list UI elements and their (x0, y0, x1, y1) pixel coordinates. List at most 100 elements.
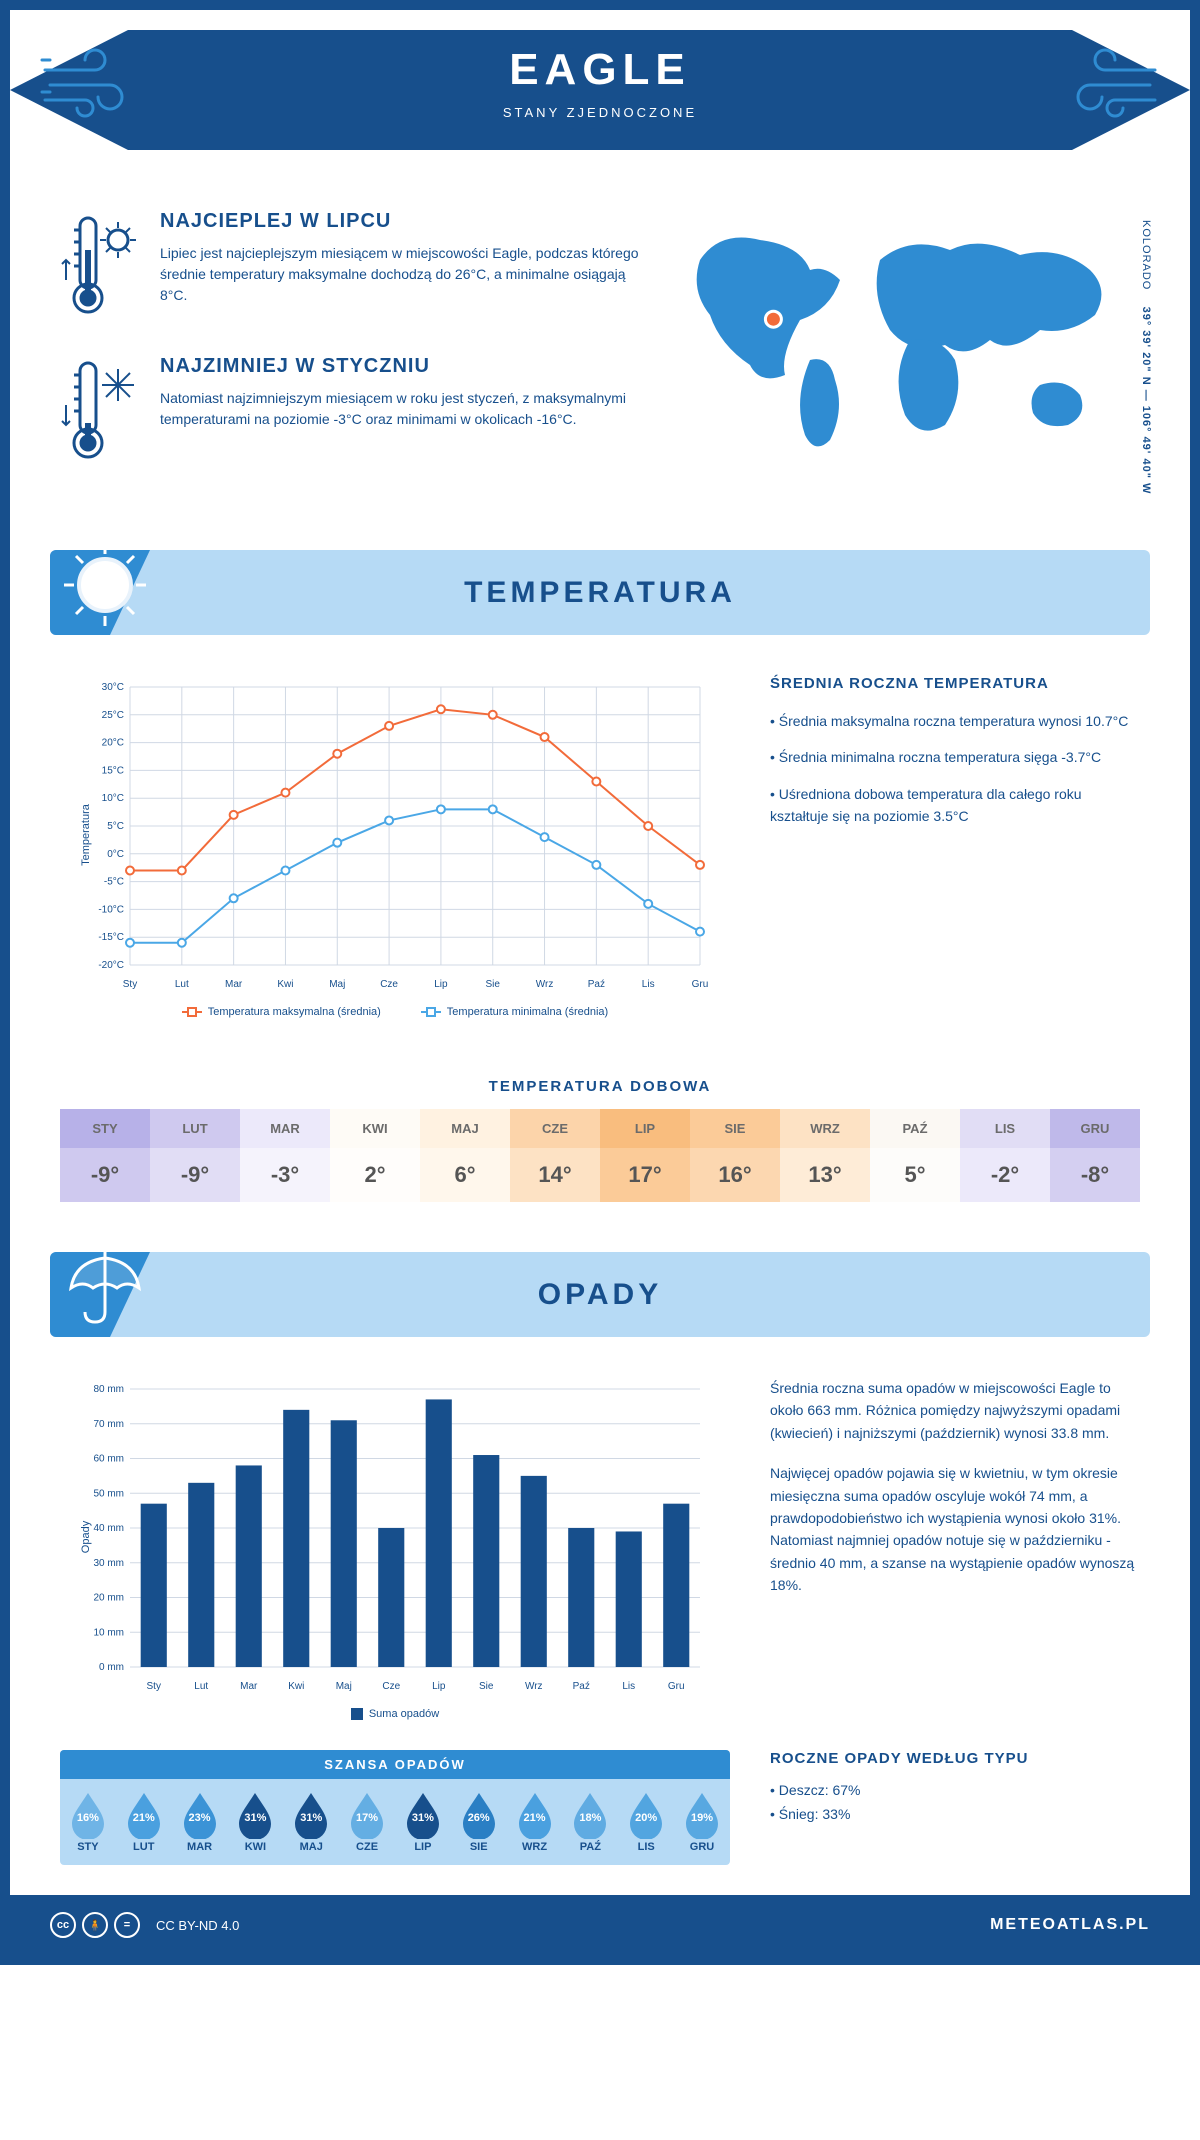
daily-cell: LIS-2° (960, 1109, 1050, 1202)
precipitation-chance-table: SZANSA OPADÓW 16% STY 21% LUT 23% MAR 31… (60, 1750, 730, 1865)
section-title: OPADY (538, 1278, 662, 1312)
svg-text:Gru: Gru (692, 979, 709, 990)
chance-cell: 31% MAJ (283, 1779, 339, 1859)
hottest-title: NAJCIEPLEJ W LIPCU (160, 210, 640, 233)
raindrop-icon: 31% (292, 1791, 330, 1839)
svg-text:Opady: Opady (80, 1520, 92, 1553)
license-label: CC BY-ND 4.0 (156, 1918, 239, 1933)
precip-summary-p2: Najwięcej opadów pojawia się w kwietniu,… (770, 1462, 1140, 1596)
sun-icon (60, 540, 150, 630)
raindrop-icon: 21% (516, 1791, 554, 1839)
thermometer-snow-icon (60, 355, 140, 465)
svg-text:40 mm: 40 mm (93, 1523, 124, 1534)
svg-text:0 mm: 0 mm (99, 1662, 124, 1673)
chance-cell: 31% KWI (227, 1779, 283, 1859)
svg-text:Sty: Sty (147, 1681, 161, 1692)
daily-cell: STY-9° (60, 1109, 150, 1202)
raindrop-icon: 31% (236, 1791, 274, 1839)
svg-text:30 mm: 30 mm (93, 1558, 124, 1569)
cc-icon: cc (50, 1912, 76, 1938)
nd-icon: = (114, 1912, 140, 1938)
temp-summary-title: ŚREDNIA ROCZNA TEMPERATURA (770, 675, 1140, 692)
page-subtitle: STANY ZJEDNOCZONE (10, 105, 1190, 120)
daily-cell: LUT-9° (150, 1109, 240, 1202)
daily-cell: MAR-3° (240, 1109, 330, 1202)
daily-cell: MAJ6° (420, 1109, 510, 1202)
svg-text:Sty: Sty (123, 979, 137, 990)
precipitation-bar-chart: 0 mm10 mm20 mm30 mm40 mm50 mm60 mm70 mm8… (60, 1377, 730, 1720)
by-type-line: • Śnieg: 33% (770, 1803, 1140, 1827)
coldest-title: NAJZIMNIEJ W STYCZNIU (160, 355, 640, 378)
by-type-title: ROCZNE OPADY WEDŁUG TYPU (770, 1750, 1140, 1767)
raindrop-icon: 19% (683, 1791, 721, 1839)
map-marker-icon (765, 311, 781, 327)
coords-label: 39° 39' 20" N — 106° 49' 40" W (1140, 307, 1152, 495)
svg-text:Lis: Lis (642, 979, 655, 990)
legend-label: Suma opadów (369, 1708, 439, 1720)
world-map: KOLORADO 39° 39' 20" N — 106° 49' 40" W (670, 210, 1140, 500)
hottest-block: NAJCIEPLEJ W LIPCU Lipiec jest najcieple… (60, 210, 640, 320)
daily-cell: WRZ13° (780, 1109, 870, 1202)
footer-brand: METEOATLAS.PL (990, 1916, 1150, 1934)
header: EAGLE STANY ZJEDNOCZONE (10, 10, 1190, 180)
svg-text:Paź: Paź (588, 979, 605, 990)
chance-cell: 23% MAR (172, 1779, 228, 1859)
svg-text:Sie: Sie (479, 1681, 494, 1692)
hottest-body: Lipiec jest najcieplejszym miesiącem w m… (160, 243, 640, 306)
svg-text:Mar: Mar (240, 1681, 258, 1692)
section-title: TEMPERATURA (464, 576, 736, 610)
svg-text:15°C: 15°C (102, 765, 124, 776)
svg-text:80 mm: 80 mm (93, 1384, 124, 1395)
svg-text:Sie: Sie (486, 979, 501, 990)
raindrop-icon: 26% (460, 1791, 498, 1839)
svg-text:20 mm: 20 mm (93, 1593, 124, 1604)
chance-cell: 16% STY (60, 1779, 116, 1859)
svg-text:Lip: Lip (434, 979, 448, 990)
svg-text:Kwi: Kwi (288, 1681, 304, 1692)
svg-text:Gru: Gru (668, 1681, 685, 1692)
svg-text:Maj: Maj (329, 979, 345, 990)
chance-cell: 21% WRZ (507, 1779, 563, 1859)
svg-text:20°C: 20°C (102, 738, 124, 749)
chance-cell: 20% LIS (618, 1779, 674, 1859)
raindrop-icon: 16% (69, 1791, 107, 1839)
svg-text:Lut: Lut (175, 979, 189, 990)
raindrop-icon: 21% (125, 1791, 163, 1839)
daily-temperature-table: STY-9°LUT-9°MAR-3°KWI2°MAJ6°CZE14°LIP17°… (60, 1109, 1140, 1202)
daily-cell: CZE14° (510, 1109, 600, 1202)
svg-text:50 mm: 50 mm (93, 1488, 124, 1499)
chance-cell: 26% SIE (451, 1779, 507, 1859)
raindrop-icon: 31% (404, 1791, 442, 1839)
svg-text:-5°C: -5°C (104, 877, 124, 888)
section-precipitation: OPADY (50, 1252, 1150, 1337)
svg-text:-20°C: -20°C (98, 960, 124, 971)
page-title: EAGLE (10, 45, 1190, 95)
raindrop-icon: 23% (181, 1791, 219, 1839)
chance-title: SZANSA OPADÓW (60, 1750, 730, 1779)
daily-cell: LIP17° (600, 1109, 690, 1202)
daily-title: TEMPERATURA DOBOWA (10, 1078, 1190, 1095)
daily-cell: KWI2° (330, 1109, 420, 1202)
svg-text:Cze: Cze (382, 1681, 400, 1692)
svg-text:60 mm: 60 mm (93, 1454, 124, 1465)
section-temperature: TEMPERATURA (50, 550, 1150, 635)
svg-text:70 mm: 70 mm (93, 1419, 124, 1430)
svg-text:Lut: Lut (194, 1681, 208, 1692)
svg-text:Cze: Cze (380, 979, 398, 990)
raindrop-icon: 20% (627, 1791, 665, 1839)
chance-cell: 17% CZE (339, 1779, 395, 1859)
umbrella-icon (60, 1242, 150, 1332)
chance-cell: 18% PAŹ (562, 1779, 618, 1859)
svg-text:Paź: Paź (573, 1681, 590, 1692)
svg-text:10°C: 10°C (102, 793, 124, 804)
svg-text:0°C: 0°C (107, 849, 124, 860)
daily-cell: SIE16° (690, 1109, 780, 1202)
region-label: KOLORADO (1140, 220, 1152, 290)
svg-text:Kwi: Kwi (277, 979, 293, 990)
legend-label: Temperatura maksymalna (średnia) (208, 1006, 381, 1018)
svg-text:-10°C: -10°C (98, 904, 124, 915)
coldest-body: Natomiast najzimniejszym miesiącem w rok… (160, 388, 640, 430)
svg-text:Wrz: Wrz (536, 979, 554, 990)
svg-text:Mar: Mar (225, 979, 243, 990)
by-type-line: • Deszcz: 67% (770, 1779, 1140, 1803)
